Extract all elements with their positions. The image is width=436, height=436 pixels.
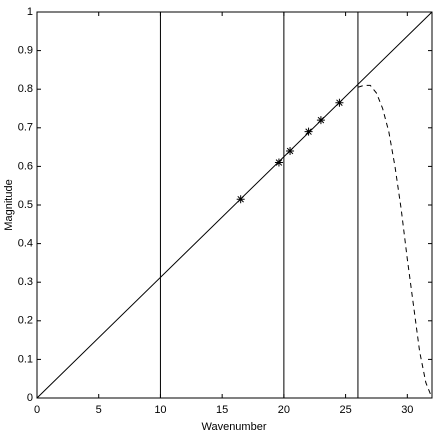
asterisk-marker	[316, 116, 325, 125]
y-tick-label: 0.9	[18, 45, 33, 57]
x-tick-label: 20	[278, 404, 290, 416]
x-tick-label: 10	[154, 404, 166, 416]
asterisk-marker	[304, 127, 313, 136]
x-tick-label: 30	[401, 404, 413, 416]
y-tick-label: 0.7	[18, 122, 33, 134]
y-tick-label: 0.2	[18, 315, 33, 327]
y-tick-label: 0	[27, 392, 33, 404]
y-tick-label: 1	[27, 6, 33, 18]
y-tick-label: 0.8	[18, 83, 33, 95]
y-tick-label: 0.6	[18, 160, 33, 172]
x-tick-label: 5	[96, 404, 102, 416]
x-axis-label: Wavenumber	[201, 421, 266, 433]
line-series	[357, 84, 433, 399]
asterisk-marker	[335, 98, 344, 107]
y-tick-label: 0.5	[18, 199, 33, 211]
line-series	[36, 11, 433, 399]
asterisk-marker	[236, 195, 245, 204]
x-tick-label: 0	[34, 404, 40, 416]
x-tick-label: 15	[216, 404, 228, 416]
y-tick-label: 0.1	[18, 353, 33, 365]
y-tick-label: 0.4	[18, 238, 33, 250]
asterisk-marker	[286, 146, 295, 155]
y-tick-label: 0.3	[18, 276, 33, 288]
y-axis-label: Magnitude	[3, 179, 15, 230]
x-tick-label: 25	[339, 404, 351, 416]
asterisk-marker	[274, 158, 283, 167]
